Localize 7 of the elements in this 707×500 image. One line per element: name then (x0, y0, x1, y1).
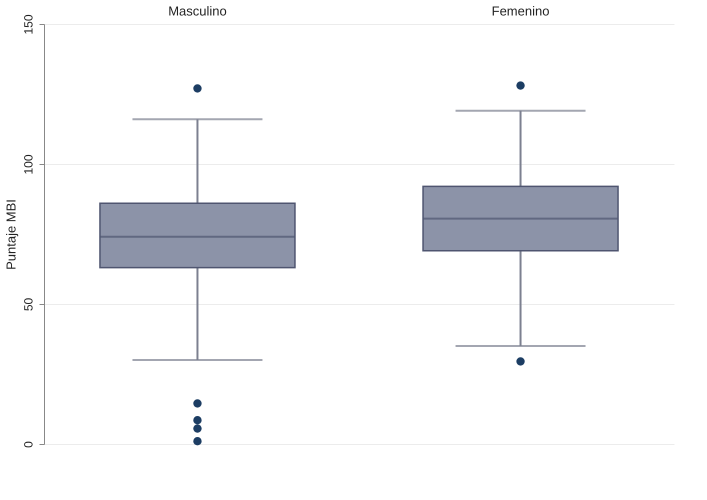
y-tick-label: 50 (22, 298, 36, 312)
x-tick-label: Femenino (492, 4, 550, 18)
y-tick-label: 100 (22, 154, 36, 175)
y-axis-title: Puntaje MBI (4, 199, 18, 270)
y-tick-label: 0 (22, 440, 36, 448)
x-tick-label: Masculino (168, 4, 227, 18)
y-tick-label: 150 (22, 14, 36, 35)
